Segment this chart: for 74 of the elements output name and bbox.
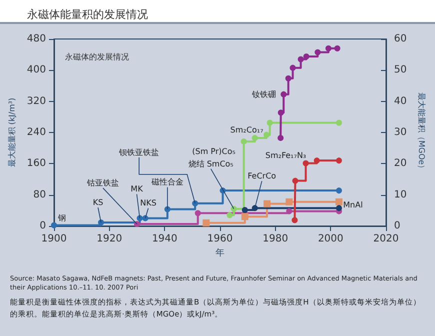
point (278, 134, 284, 141)
point (314, 49, 321, 56)
point (50, 222, 57, 228)
annotation: 钡铁亚铁盐 (118, 148, 160, 157)
y2-tick-label: 50 (394, 64, 407, 76)
point (226, 212, 233, 218)
y-tick-label: 320 (26, 96, 46, 107)
x-tick-label: 1960 (207, 234, 233, 244)
annotation: FeCrCo (248, 172, 276, 181)
annotation: 钢 (56, 214, 66, 223)
point (278, 110, 284, 116)
annotation: (Sm Pr)Co₅ (192, 146, 236, 156)
point (336, 205, 342, 212)
point (336, 120, 342, 126)
point (252, 134, 258, 141)
point (290, 64, 296, 71)
point (241, 213, 248, 220)
x-tick-label: 1940 (152, 234, 178, 244)
point (292, 217, 298, 224)
point (264, 200, 271, 208)
y2-tick-label: 20 (394, 158, 407, 170)
y-tick-label: 240 (26, 127, 46, 138)
point (336, 158, 342, 164)
point (336, 188, 342, 194)
point (202, 219, 210, 226)
y2-tick-label: 10 (394, 189, 407, 200)
annotation: Sm₂Co₁₇ (230, 125, 264, 134)
y2-tick-label: 60 (394, 34, 407, 44)
point (298, 56, 304, 62)
chart-title: 永磁体能量积的发展情况 (27, 8, 148, 21)
annotation: Sm₂Fe₁₇N₃ (265, 150, 306, 160)
point (240, 138, 247, 144)
point (286, 208, 292, 214)
point (335, 198, 342, 206)
point (292, 178, 298, 184)
x-tick-label: 1980 (262, 234, 288, 244)
x-tick-label: 2000 (318, 234, 344, 244)
annotation: MK (130, 184, 144, 194)
annotation: 钴亚铁盐 (86, 178, 119, 188)
y-tick-label: 80 (33, 189, 46, 200)
y-tick-label: 480 (26, 34, 46, 44)
y2-axis-title: 最大能量积（MGOe） (417, 92, 426, 173)
point (334, 45, 340, 52)
y-tick-label: 400 (26, 64, 46, 76)
annotation: MnAl (343, 200, 363, 210)
point (314, 158, 320, 164)
y-axis-title: 最大能量积 (kJ/m³) (8, 98, 16, 168)
point (286, 198, 293, 206)
point (194, 210, 201, 216)
x-tick-label: 1920 (96, 234, 122, 244)
annotation: 烧结 SmCo₅ (188, 159, 234, 168)
x-tick-label: 2020 (373, 234, 399, 244)
y2-tick-label: 30 (394, 127, 407, 138)
point (285, 75, 292, 82)
point (266, 120, 273, 126)
point (230, 206, 237, 212)
y-tick-label: 0 (40, 220, 46, 232)
text: 永磁体的发展情况 (65, 52, 129, 62)
x-axis-title: 年 (215, 247, 224, 258)
annotation: 磁性合金 (150, 178, 184, 187)
point (263, 132, 270, 138)
annotation: 钕铁硼 (250, 90, 276, 100)
annotation: KS (92, 198, 104, 207)
y2-tick-label: 0 (394, 220, 400, 232)
annotation: NKS (140, 198, 156, 208)
point (302, 160, 309, 166)
y-tick-label: 160 (26, 158, 46, 170)
point (325, 45, 332, 52)
point (252, 205, 258, 212)
x-tick-label: 1900 (41, 234, 67, 244)
point (280, 91, 287, 98)
point (303, 54, 310, 60)
y2-tick-label: 40 (394, 96, 407, 107)
point (242, 207, 248, 214)
